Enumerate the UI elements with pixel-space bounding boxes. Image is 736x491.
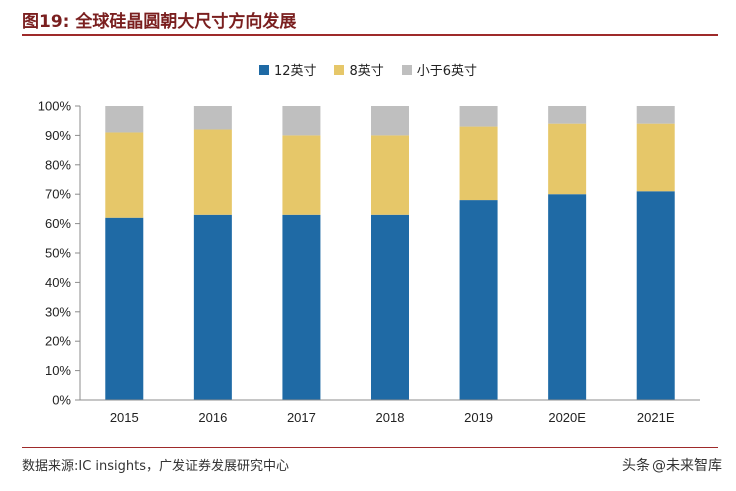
x-tick-label: 2021E (637, 410, 675, 425)
bar-segment-6inch (636, 106, 675, 124)
y-tick-label: 60% (45, 216, 71, 231)
y-tick-label: 100% (38, 99, 72, 114)
bar-segment-8inch (105, 132, 144, 218)
legend-swatch-12inch (258, 64, 269, 75)
bar-segment-6inch (371, 106, 409, 136)
source-note: 数据来源:IC insights，广发证券发展研究中心 (22, 459, 290, 474)
bar-segment-6inch (105, 106, 144, 133)
y-tick-label: 40% (45, 275, 71, 290)
y-tick-label: 70% (45, 187, 71, 202)
bar-segment-12inch (548, 194, 587, 400)
bar-segment-6inch (193, 106, 232, 130)
y-tick-label: 0% (52, 393, 71, 408)
source-divider (22, 447, 718, 448)
bar-segment-12inch (636, 191, 675, 400)
watermark: 头条 @未来智库 (622, 455, 722, 475)
bar-segment-8inch (371, 135, 409, 215)
bar-segment-8inch (193, 129, 232, 215)
legend-swatch-8inch (334, 64, 345, 75)
x-tick-label: 2020E (548, 410, 586, 425)
y-tick-label: 30% (45, 304, 71, 319)
legend-label-8inch: 8英寸 (349, 64, 384, 79)
stacked-bar-chart: 0% 10% 20% 30% 40% 50% 60% 70% 80% 90% 100% 2015 201… (38, 99, 700, 425)
bar-segment-8inch (548, 123, 587, 195)
bar-segment-6inch (548, 106, 587, 124)
x-tick-label: 2017 (287, 410, 316, 425)
figure-title: 图19: 全球硅晶圆朝大尺寸方向发展 (22, 11, 297, 32)
bar-segment-8inch (282, 135, 321, 215)
bar-segment-8inch (459, 126, 498, 201)
bar-segment-12inch (371, 214, 409, 400)
y-tick-label: 20% (45, 334, 71, 349)
legend-item-12inch: 12英寸 (258, 60, 317, 79)
bar-segment-6inch (459, 106, 498, 127)
chart-legend: 12英寸 8英寸 小于6英寸 (0, 60, 736, 79)
figure-title-bar: 图19: 全球硅晶圆朝大尺寸方向发展 (22, 6, 718, 32)
legend-label-6inch: 小于6英寸 (416, 64, 478, 79)
bar-segment-12inch (193, 214, 232, 400)
bar-segment-12inch (105, 217, 144, 400)
x-tick-label: 2019 (464, 410, 493, 425)
y-tick-label: 50% (45, 246, 71, 261)
y-tick-label: 80% (45, 157, 71, 172)
x-tick-label: 2018 (376, 410, 405, 425)
legend-label-12inch: 12英寸 (273, 64, 317, 79)
title-divider (22, 34, 718, 36)
bar-segment-8inch (636, 123, 675, 192)
bar-segment-12inch (282, 214, 321, 400)
watermark-handle: @未来智库 (652, 458, 722, 474)
watermark-prefix: 头条 (622, 458, 650, 474)
legend-swatch-6inch (401, 64, 412, 75)
legend-item-6inch: 小于6英寸 (401, 60, 478, 79)
y-tick-label: 90% (45, 128, 71, 143)
bar-segment-12inch (459, 200, 498, 400)
y-tick-label: 10% (45, 363, 71, 378)
bar-segment-6inch (282, 106, 321, 136)
x-tick-label: 2016 (198, 410, 227, 425)
legend-item-8inch: 8英寸 (334, 60, 384, 79)
x-tick-label: 2015 (110, 410, 139, 425)
